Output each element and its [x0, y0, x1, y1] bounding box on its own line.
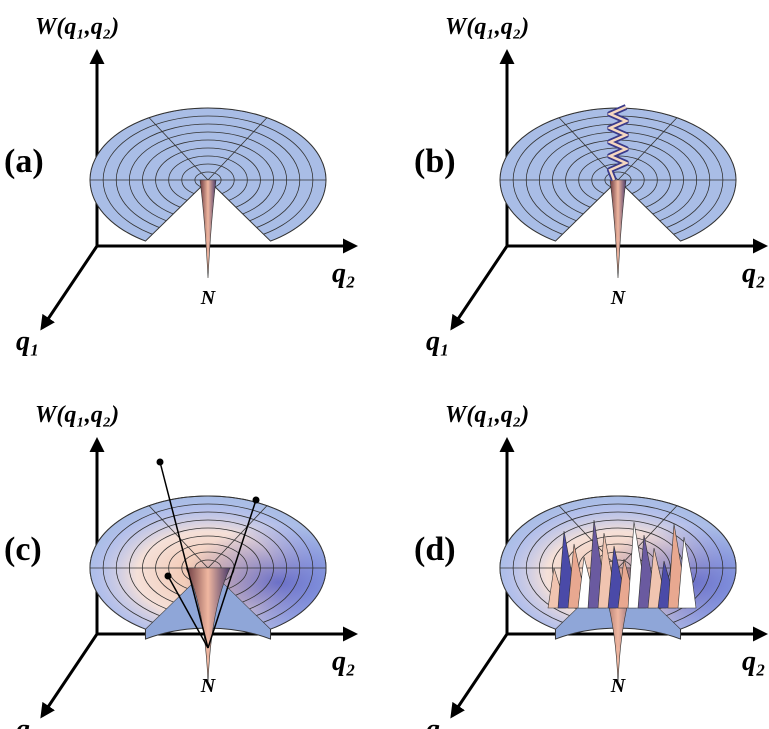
- axis-q1: [452, 246, 507, 328]
- panel: W(q₁,q₂) (d) q₂ q₁ N: [414, 402, 766, 729]
- axis-w-label: W(q₁,q₂): [445, 402, 529, 428]
- axis-q1: [42, 246, 97, 328]
- start-point: [157, 459, 164, 466]
- panel: W(q₁,q₂) (b) q₂ q₁ N: [414, 14, 766, 357]
- spike: [200, 180, 216, 278]
- axis-q1: [42, 634, 97, 716]
- panel: W(q₁,q₂) (a) q₂ q₁ N: [4, 14, 356, 357]
- start-point: [253, 497, 260, 504]
- panel: W(q₁,q₂) (c) q₂ q₁ N: [4, 402, 356, 729]
- axis-q1-label: q₁: [426, 326, 450, 357]
- minimum-label: N: [200, 287, 217, 309]
- page: {"panels": [ {"label": "(a)", "axis_w": …: [0, 0, 769, 729]
- axis-q2-label: q₂: [742, 258, 766, 289]
- axis-q1: [452, 634, 507, 716]
- minimum-label: N: [200, 675, 217, 697]
- panel-label: (c): [4, 531, 42, 568]
- panel-label: (a): [4, 143, 44, 180]
- axis-q2-label: q₂: [332, 258, 356, 289]
- axis-q1-label: q₁: [16, 326, 40, 357]
- axis-w-label: W(q₁,q₂): [35, 14, 119, 40]
- axis-q1-label: q₁: [16, 714, 40, 729]
- minimum-label: N: [610, 675, 627, 697]
- axis-w-label: W(q₁,q₂): [35, 402, 119, 428]
- axis-q1-label: q₁: [426, 714, 450, 729]
- panel-label: (b): [414, 143, 456, 180]
- figure: W(q₁,q₂)(a)q₂q₁NW(q₁,q₂)(b)q₂q₁NW(q₁,q₂)…: [0, 0, 769, 729]
- start-point: [165, 573, 172, 580]
- axis-w-label: W(q₁,q₂): [445, 14, 529, 40]
- spike: [610, 180, 626, 278]
- axis-q2-label: q₂: [332, 646, 356, 677]
- axis-q2-label: q₂: [742, 646, 766, 677]
- panel-label: (d): [414, 531, 456, 568]
- minimum-label: N: [610, 287, 627, 309]
